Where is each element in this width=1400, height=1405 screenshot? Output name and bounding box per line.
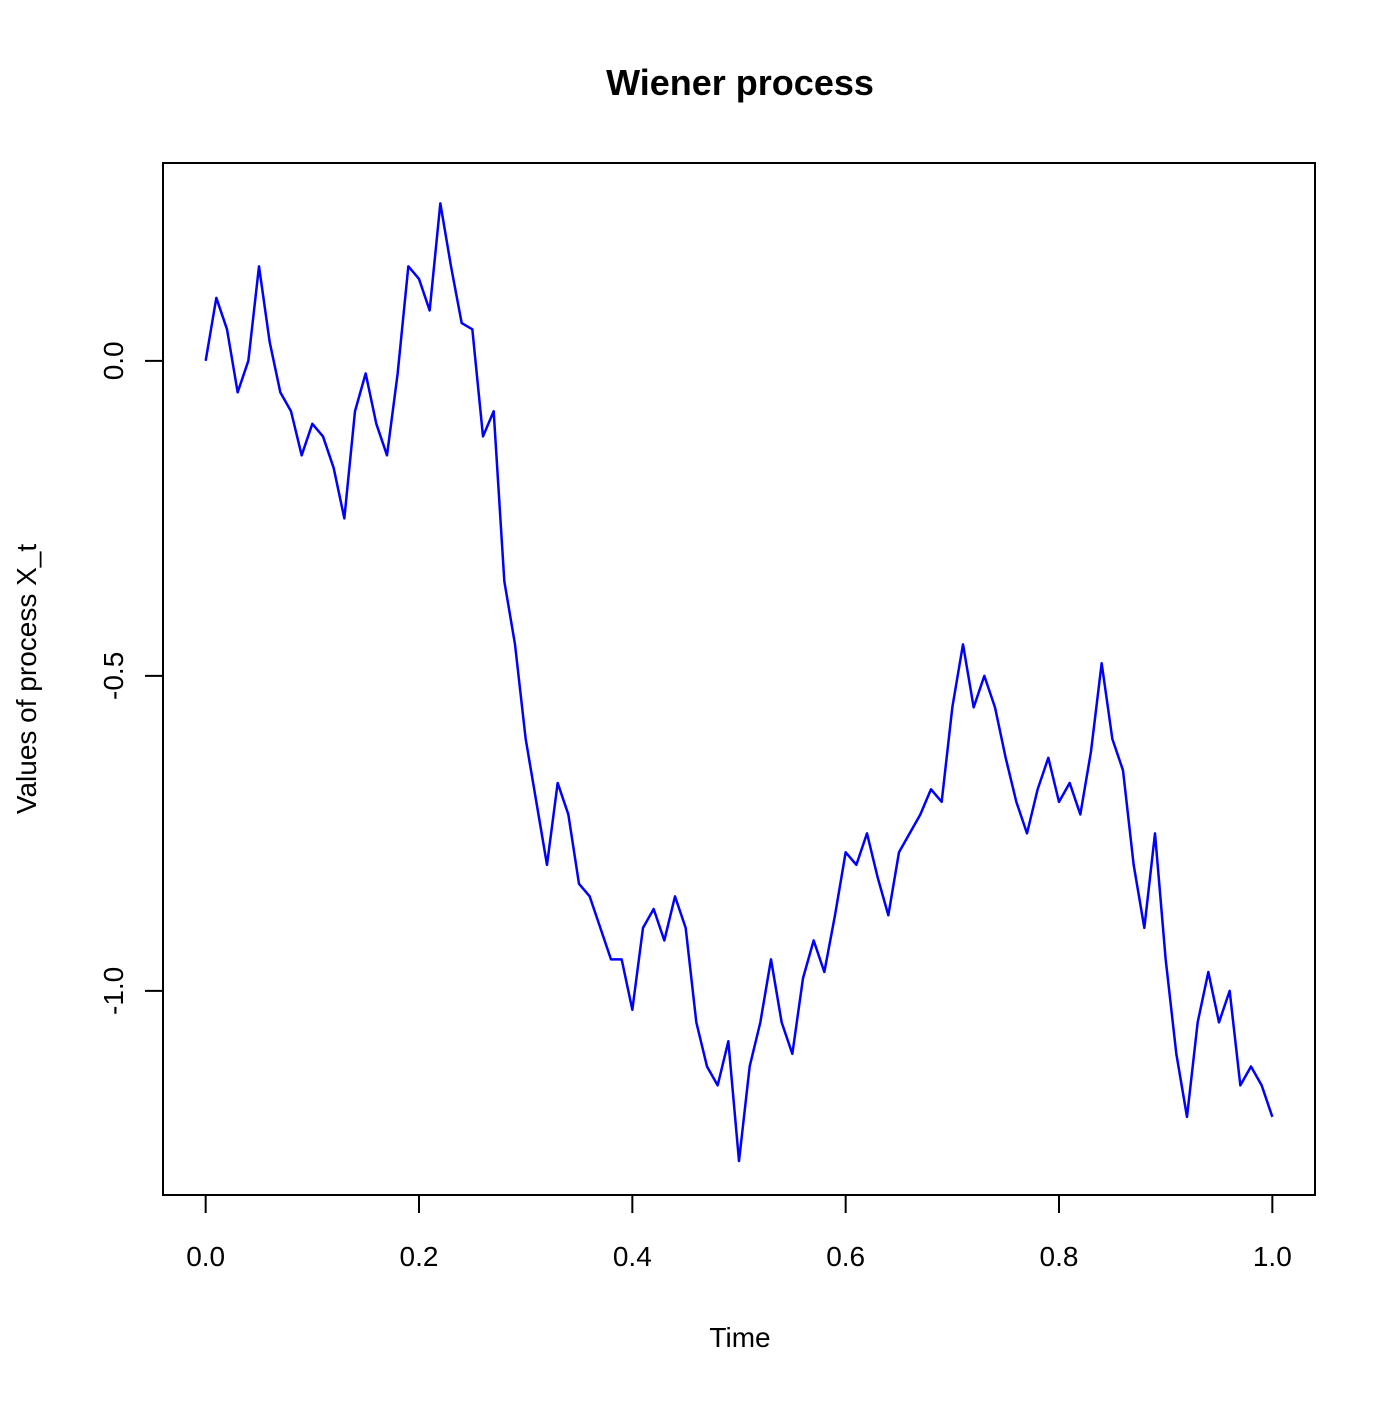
y-tick-label: 0.0 (98, 341, 129, 380)
chart-title: Wiener process (606, 62, 874, 103)
x-tick-label: 0.6 (826, 1241, 865, 1272)
y-tick-label: -1.0 (98, 967, 129, 1015)
x-tick-label: 0.2 (400, 1241, 439, 1272)
y-tick-label: -0.5 (98, 652, 129, 700)
data-line (204, 202, 1274, 1163)
plot-frame (162, 162, 1316, 1196)
x-tick-label: 0.0 (186, 1241, 225, 1272)
x-tick-label: 0.4 (613, 1241, 652, 1272)
x-axis-label: Time (709, 1322, 770, 1353)
y-axis-label: Values of process X_t (11, 544, 42, 815)
x-tick-label: 1.0 (1253, 1241, 1292, 1272)
x-tick-label: 0.8 (1040, 1241, 1079, 1272)
